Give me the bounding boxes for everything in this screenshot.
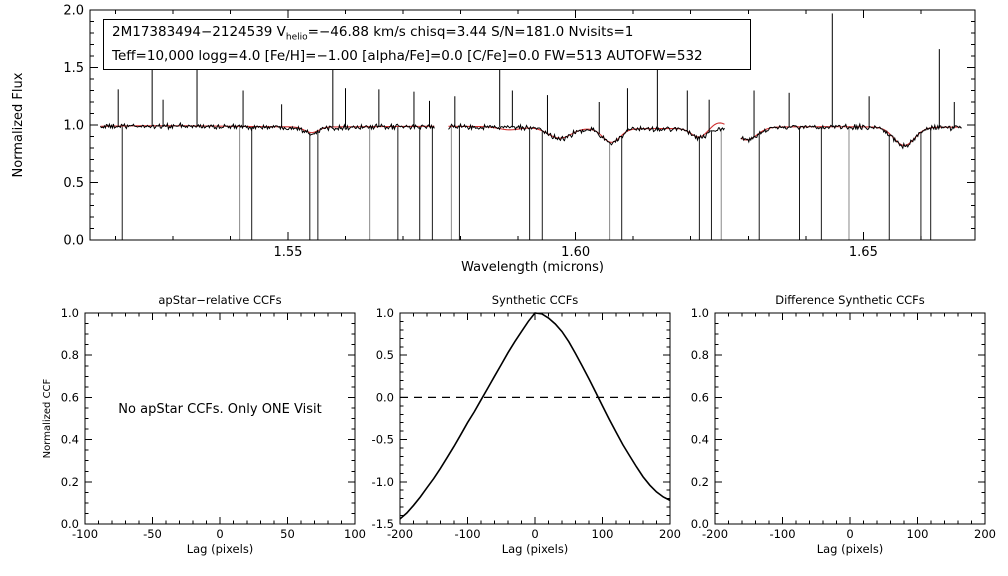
svg-text:Wavelength (microns): Wavelength (microns) xyxy=(461,260,604,275)
svg-text:1.0: 1.0 xyxy=(61,306,79,320)
svg-text:0.8: 0.8 xyxy=(691,348,709,362)
svg-text:0.4: 0.4 xyxy=(61,433,79,447)
svg-text:1.0: 1.0 xyxy=(63,119,84,134)
annotation-line1-pre: 2M17383494−2124539 V xyxy=(112,24,286,40)
svg-text:200: 200 xyxy=(974,527,996,541)
svg-text:0.5: 0.5 xyxy=(376,348,394,362)
svg-text:-100: -100 xyxy=(454,527,480,541)
svg-text:0.0: 0.0 xyxy=(63,234,84,249)
svg-text:0.6: 0.6 xyxy=(61,390,79,404)
svg-text:100: 100 xyxy=(344,527,366,541)
svg-text:Lag (pixels): Lag (pixels) xyxy=(502,542,569,556)
svg-text:0.0: 0.0 xyxy=(61,517,79,531)
svg-text:0: 0 xyxy=(846,527,853,541)
svg-text:0.2: 0.2 xyxy=(61,475,79,489)
svg-text:0.4: 0.4 xyxy=(691,433,709,447)
svg-text:1.0: 1.0 xyxy=(691,306,709,320)
svg-text:100: 100 xyxy=(907,527,929,541)
svg-text:-1.5: -1.5 xyxy=(372,517,394,531)
annotation-line2: Teff=10,000 logg=4.0 [Fe/H]=−1.00 [alpha… xyxy=(112,47,703,64)
svg-text:2.0: 2.0 xyxy=(63,4,84,19)
apstar-ccf-note: No apStar CCFs. Only ONE Visit xyxy=(118,402,322,417)
svg-text:Synthetic CCFs: Synthetic CCFs xyxy=(492,293,579,307)
svg-text:0: 0 xyxy=(531,527,538,541)
svg-text:1.0: 1.0 xyxy=(376,306,394,320)
svg-text:0: 0 xyxy=(216,527,223,541)
svg-text:200: 200 xyxy=(659,527,681,541)
svg-text:1.5: 1.5 xyxy=(63,61,84,76)
svg-text:1.65: 1.65 xyxy=(849,245,878,260)
svg-text:Difference Synthetic CCFs: Difference Synthetic CCFs xyxy=(775,293,925,307)
svg-text:apStar−relative CCFs: apStar−relative CCFs xyxy=(158,293,281,307)
apstar-ccf-panel: -100 -50 0 50 100 0.0 0.2 0.4 0.6 0.8 1.0 apStar−re… xyxy=(42,293,366,556)
svg-text:-0.5: -0.5 xyxy=(372,433,394,447)
svg-text:-200: -200 xyxy=(387,527,413,541)
svg-text:1.55: 1.55 xyxy=(273,245,302,260)
svg-text:Lag (pixels): Lag (pixels) xyxy=(187,542,254,556)
synthetic-ccf-panel: -200 -100 0 100 200 -1.5 -1.0 -0.5 0.0 0.5 1.0 Synt… xyxy=(372,293,681,556)
svg-text:50: 50 xyxy=(280,527,295,541)
svg-text:Normalized CCF: Normalized CCF xyxy=(42,378,53,458)
svg-text:-100: -100 xyxy=(769,527,795,541)
annotation-line1-sub: helio xyxy=(285,32,308,43)
annotation-line1: 2M17383494−2124539 Vhelio=−46.88 km/s ch… xyxy=(112,23,742,47)
svg-text:-200: -200 xyxy=(702,527,728,541)
svg-text:0.6: 0.6 xyxy=(691,390,709,404)
svg-text:0.0: 0.0 xyxy=(376,390,394,404)
svg-text:Normalized Flux: Normalized Flux xyxy=(11,72,26,177)
svg-text:0.0: 0.0 xyxy=(691,517,709,531)
spectrum-annotation-box: 2M17383494−2124539 Vhelio=−46.88 km/s ch… xyxy=(103,19,751,70)
svg-text:-1.0: -1.0 xyxy=(372,475,394,489)
svg-text:0.2: 0.2 xyxy=(691,475,709,489)
svg-text:-100: -100 xyxy=(72,527,98,541)
svg-text:0.5: 0.5 xyxy=(63,176,84,191)
annotation-line1-post: =−46.88 km/s chisq=3.44 S/N=181.0 Nvisit… xyxy=(307,24,634,40)
svg-text:Lag (pixels): Lag (pixels) xyxy=(817,542,884,556)
difference-ccf-panel: -200 -100 0 100 200 0.0 0.2 0.4 0.6 0.8 1.0 Differe… xyxy=(691,293,996,556)
svg-text:0.8: 0.8 xyxy=(61,348,79,362)
svg-text:1.60: 1.60 xyxy=(561,245,590,260)
svg-text:100: 100 xyxy=(592,527,614,541)
svg-text:-50: -50 xyxy=(143,527,162,541)
